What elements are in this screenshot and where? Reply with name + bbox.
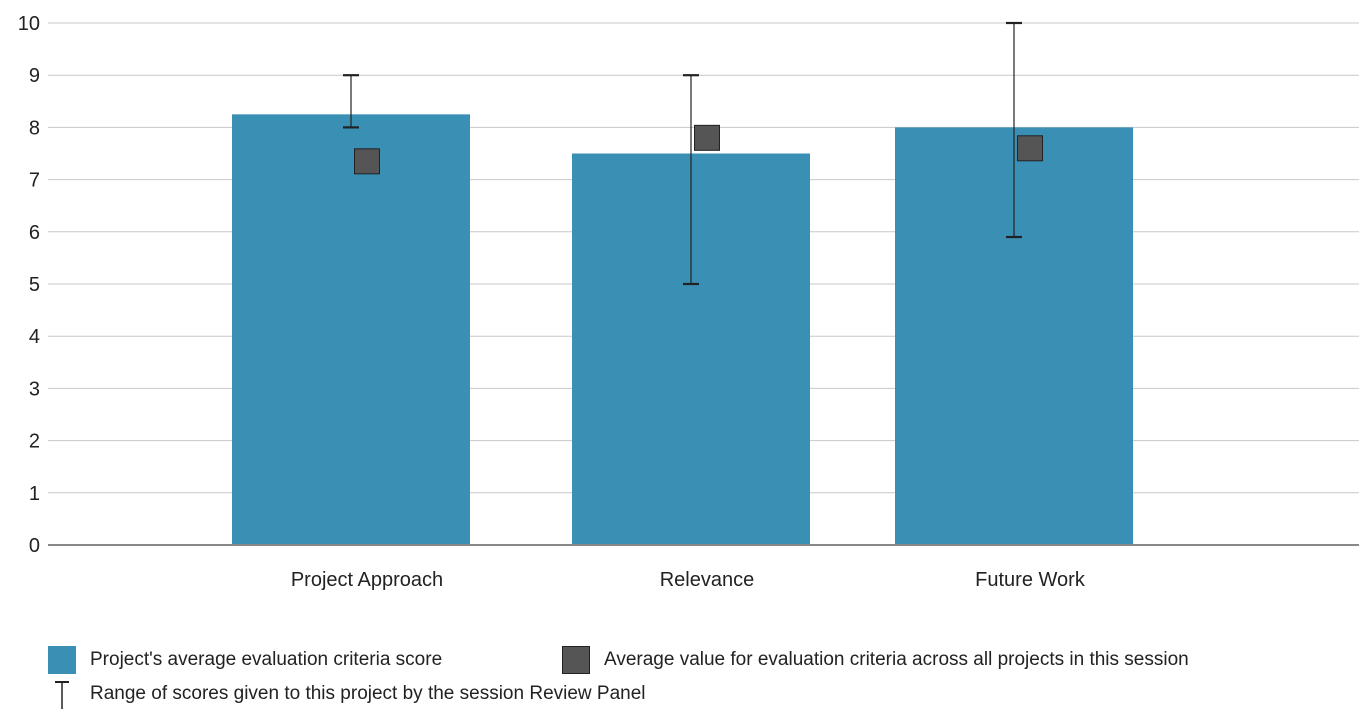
y-tick-label: 2: [29, 431, 40, 453]
y-tick-label: 4: [29, 326, 40, 348]
y-tick-label: 9: [29, 65, 40, 87]
legend-label-bar: Project's average evaluation criteria sc…: [90, 649, 443, 670]
average-marker: [1017, 135, 1043, 162]
y-tick-label: 6: [29, 222, 40, 244]
y-tick-label: 10: [18, 13, 40, 35]
error-bar-icon: [55, 681, 69, 709]
x-category-label: Future Work: [975, 569, 1086, 591]
legend-item-range: Range of scores given to this project by…: [48, 679, 646, 709]
x-category-label: Relevance: [660, 569, 755, 591]
x-category-label: Project Approach: [291, 569, 443, 591]
bar-swatch-icon: [48, 646, 76, 674]
bar: [232, 114, 470, 545]
y-tick-label: 5: [29, 274, 40, 296]
y-tick-label: 1: [29, 483, 40, 505]
legend-label-range: Range of scores given to this project by…: [90, 683, 646, 704]
legend-item-average: Average value for evaluation criteria ac…: [562, 646, 1189, 674]
average-marker: [354, 148, 380, 175]
average-marker: [694, 124, 720, 151]
y-tick-label: 0: [29, 535, 40, 557]
legend-label-average: Average value for evaluation criteria ac…: [604, 649, 1189, 670]
y-tick-label: 3: [29, 378, 40, 400]
chart: 0 1 2 3 4 5 6 7 8 9 10 Project Approach Relevance Fut…: [18, 13, 1359, 591]
square-marker-icon: [562, 646, 590, 674]
y-tick-label: 8: [29, 117, 40, 139]
legend-item-bar: Project's average evaluation criteria sc…: [48, 646, 442, 674]
y-tick-label: 7: [29, 170, 40, 192]
